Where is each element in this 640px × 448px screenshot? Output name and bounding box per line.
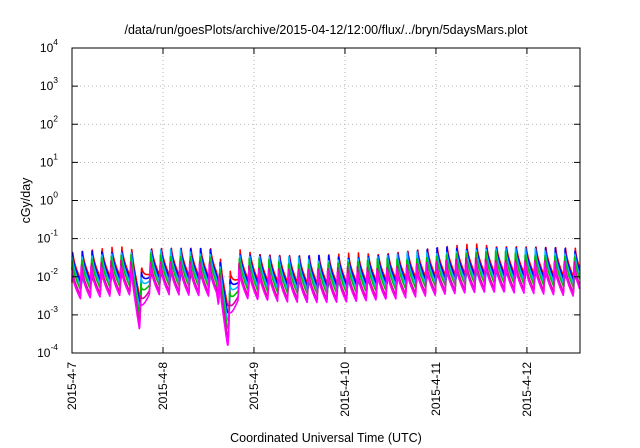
x-tick-label: 2015-4-10 — [338, 362, 352, 417]
y-tick-exponent: 3 — [53, 75, 58, 85]
y-tick-exponent: 2 — [53, 113, 58, 123]
x-axis-label: Coordinated Universal Time (UTC) — [230, 431, 422, 445]
y-tick-label: 101 — [40, 151, 58, 169]
y-tick-base: 10 — [40, 155, 54, 169]
y-tick-base: 10 — [40, 194, 54, 208]
y-tick-label: 10-4 — [37, 342, 58, 360]
y-tick-label: 10-2 — [37, 266, 58, 284]
y-tick-label: 102 — [40, 113, 58, 131]
series-layer — [71, 243, 581, 347]
x-tick-label: 2015-4-7 — [65, 362, 79, 410]
y-tick-label: 103 — [40, 75, 58, 93]
y-tick-base: 10 — [37, 346, 51, 360]
y-tick-exponent: 0 — [53, 190, 58, 200]
y-tick-label: 10-1 — [37, 228, 58, 246]
y-tick-label: 10-3 — [37, 304, 58, 322]
y-tick-base: 10 — [37, 308, 51, 322]
x-tick-label: 2015-4-8 — [156, 362, 170, 410]
y-tick-label: 104 — [40, 37, 58, 55]
x-tick-label: 2015-4-11 — [429, 362, 443, 416]
chart-title: /data/run/goesPlots/archive/2015-04-12/1… — [124, 23, 528, 37]
y-tick-base: 10 — [37, 232, 51, 246]
y-tick-exponent: 4 — [53, 37, 58, 47]
y-tick-base: 10 — [40, 41, 54, 55]
x-tick-label: 2015-4-9 — [247, 362, 261, 410]
series-line-6 — [71, 261, 581, 347]
y-tick-exponent: -3 — [50, 304, 58, 314]
grid — [72, 48, 580, 353]
y-tick-exponent: -1 — [50, 228, 58, 238]
y-tick-exponent: -2 — [50, 266, 58, 276]
y-tick-base: 10 — [40, 117, 54, 131]
y-tick-base: 10 — [40, 79, 54, 93]
y-tick-label: 100 — [40, 190, 58, 208]
x-tick-label: 2015-4-12 — [520, 362, 534, 417]
y-tick-exponent: -4 — [50, 342, 58, 352]
y-tick-exponent: 1 — [53, 151, 58, 161]
y-axis-label: cGy/day — [19, 177, 33, 224]
y-tick-base: 10 — [37, 270, 51, 284]
